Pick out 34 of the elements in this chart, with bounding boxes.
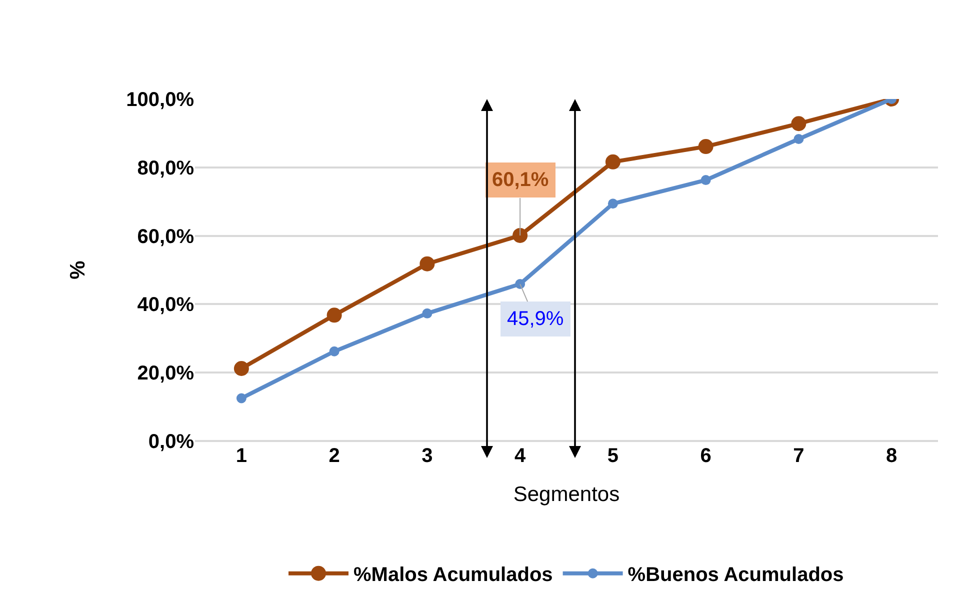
x-tick-label: 1 [236,445,248,467]
point [608,198,618,209]
point [794,134,804,144]
x-axis-title: Segmentos [513,483,620,506]
point [515,279,526,290]
annotation: 60,1% [492,169,549,191]
point [329,346,340,356]
y-tick-label: 80,0% [137,157,194,180]
point [422,308,432,318]
x-tick-label: 3 [422,445,433,467]
point [234,361,249,376]
annotation: 45,9% [507,308,564,330]
point [605,154,620,170]
point [700,175,711,186]
legend-label: %Buenos Acumulados [628,564,844,586]
legend-label: %Malos Acumulados [354,564,553,586]
point [420,256,435,272]
y-tick-label: 20,0% [137,362,194,385]
point [512,228,528,243]
y-tick-label: 60,0% [137,226,194,248]
x-tick-label: 7 [793,445,804,467]
y-axis-title: % [66,260,90,280]
point [791,116,806,132]
x-tick-label: 6 [700,445,712,467]
x-tick-label: 2 [328,445,340,467]
y-tick-label: 100,0% [126,89,194,111]
y-tick-label: 40,0% [137,294,194,316]
point [698,139,714,154]
x-tick-label: 8 [886,445,898,467]
x-tick-label: 5 [607,445,619,467]
y-tick-label: 0,0% [148,431,194,453]
point [326,308,342,323]
x-tick-label: 4 [514,445,526,467]
point [236,393,246,404]
